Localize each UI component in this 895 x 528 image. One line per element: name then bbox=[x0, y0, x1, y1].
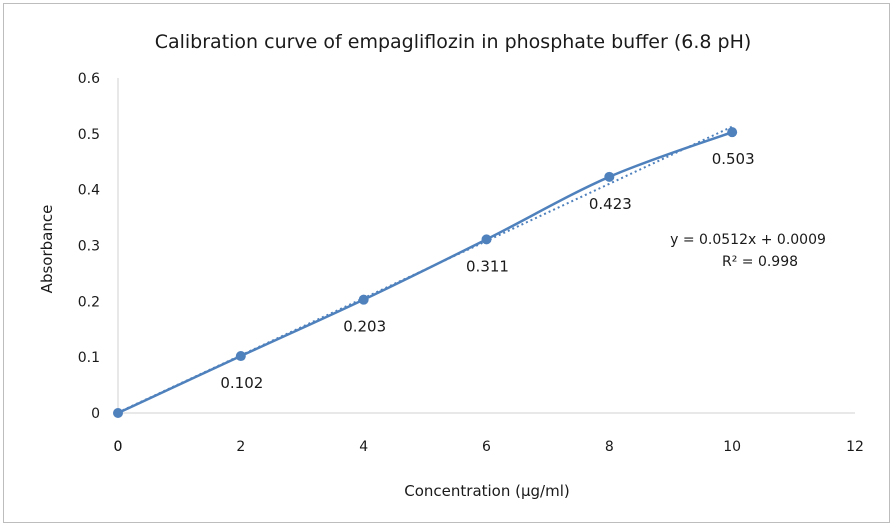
data-point bbox=[727, 127, 738, 138]
x-tick-label: 2 bbox=[236, 439, 245, 455]
axes bbox=[117, 78, 855, 414]
data-point bbox=[113, 408, 123, 418]
data-label: 0.311 bbox=[466, 257, 509, 275]
data-labels: 0 0.102 0.203 0.311 0.423 0.503 bbox=[114, 150, 755, 455]
trendline-r-squared: R² = 0.998 bbox=[722, 254, 798, 270]
data-label: 0 bbox=[114, 439, 123, 455]
data-point bbox=[604, 171, 615, 182]
series-line bbox=[117, 130, 733, 415]
y-axis-label: Absorbance bbox=[38, 205, 56, 294]
x-tick-label: 0 bbox=[114, 439, 123, 455]
trendline-equation: y = 0.0512x + 0.0009 bbox=[670, 232, 826, 248]
x-tick-labels: 0 2 4 6 8 10 12 bbox=[114, 439, 864, 455]
data-label: 0.503 bbox=[712, 150, 755, 168]
x-tick-label: 10 bbox=[723, 439, 741, 455]
x-tick-label: 6 bbox=[482, 439, 491, 455]
x-tick-label: 12 bbox=[846, 439, 864, 455]
markers bbox=[113, 127, 738, 418]
data-label: 0.102 bbox=[220, 374, 263, 392]
chart: Calibration curve of empagliflozin in ph… bbox=[38, 31, 864, 500]
data-label: 0.423 bbox=[589, 195, 632, 213]
data-point bbox=[481, 234, 492, 245]
chart-title: Calibration curve of empagliflozin in ph… bbox=[155, 31, 752, 53]
x-tick-label: 4 bbox=[359, 439, 368, 455]
y-tick-label: 0.3 bbox=[78, 239, 100, 255]
y-tick-labels: 0 0.1 0.2 0.3 0.4 0.5 0.6 bbox=[78, 71, 100, 422]
x-tick-label: 8 bbox=[605, 439, 614, 455]
data-point bbox=[235, 351, 246, 362]
data-label: 0.203 bbox=[343, 318, 386, 336]
y-tick-label: 0.1 bbox=[78, 350, 100, 366]
data-point bbox=[358, 294, 369, 305]
y-tick-label: 0.5 bbox=[78, 127, 100, 143]
x-axis-label: Concentration (µg/ml) bbox=[404, 482, 569, 500]
y-tick-label: 0.6 bbox=[78, 71, 100, 87]
y-tick-label: 0.2 bbox=[78, 294, 100, 310]
y-tick-label: 0 bbox=[91, 406, 100, 422]
chart-frame: Calibration curve of empagliflozin in ph… bbox=[3, 3, 890, 523]
series bbox=[117, 130, 733, 415]
y-tick-label: 0.4 bbox=[78, 183, 100, 199]
